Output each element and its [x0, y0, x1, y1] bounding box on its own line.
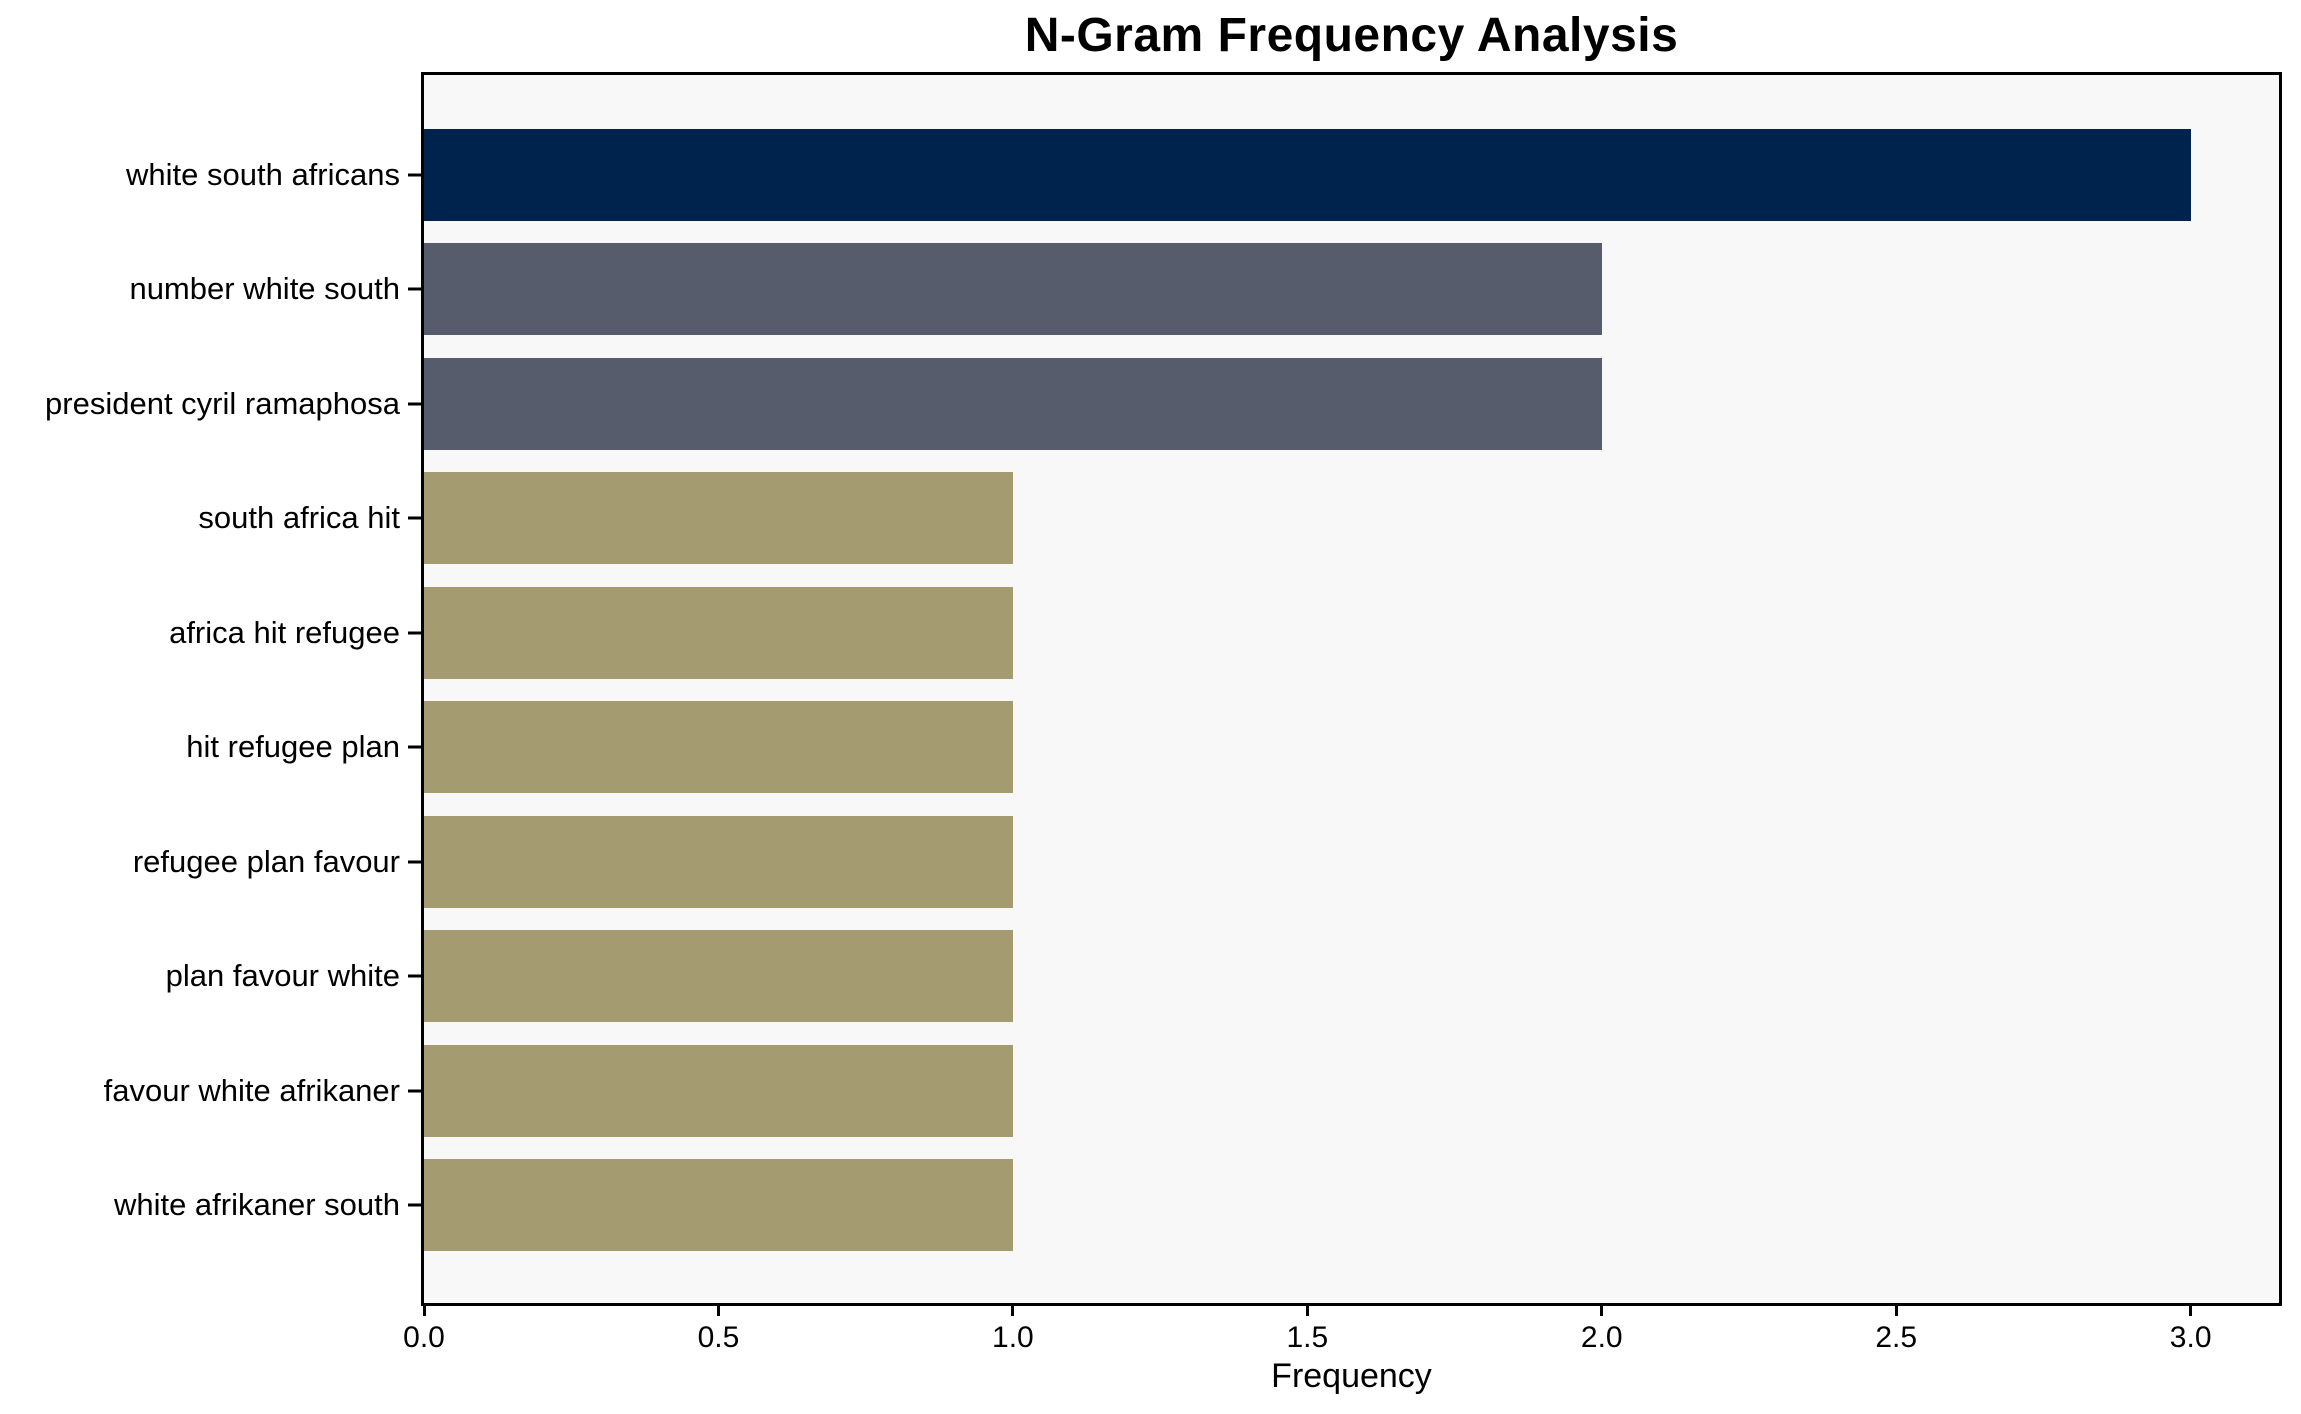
y-axis-tick: [408, 1089, 421, 1092]
y-tick-label: white south africans: [126, 157, 400, 192]
bar-row: plan favour white: [166, 930, 2279, 1023]
bars-container: white south africans number white south pr…: [45, 75, 2279, 1303]
plot-area: white south africans number white south pr…: [45, 72, 2282, 1353]
x-tick-label: 0.0: [403, 1321, 445, 1354]
x-tick-mark: [1600, 1303, 1604, 1316]
bar-row: refugee plan favour: [133, 815, 2279, 908]
y-tick-label: white afrikaner south: [113, 1186, 400, 1222]
y-tick-label: south africa hit: [198, 500, 400, 536]
x-tick-label: 0.5: [697, 1321, 740, 1354]
y-axis-tick: [408, 1203, 421, 1207]
x-axis-ticks: 0.0 0.5 1.0 1.5 2.0 2.5 3.0: [403, 72, 2279, 1353]
y-tick-label: number white south: [129, 271, 400, 307]
bar-row: president cyril ramaphosa: [45, 357, 2279, 450]
y-axis-tick: [408, 173, 421, 177]
x-tick-mark: [422, 1303, 426, 1316]
x-tick-mark: [2189, 1303, 2193, 1316]
y-axis-tick: [408, 860, 421, 864]
x-tick-label: 2.0: [1580, 1321, 1623, 1354]
chart-title: N-Gram Frequency Analysis: [1024, 9, 1679, 62]
y-axis-tick: [408, 516, 421, 520]
y-axis-tick: [408, 287, 421, 291]
y-tick-label: africa hit refugee: [169, 614, 400, 650]
x-tick-label: 1.5: [1286, 1321, 1329, 1354]
x-tick-mark: [1011, 1303, 1015, 1316]
bar-south-africa-hit: [424, 472, 1013, 565]
x-tick-label: 1.0: [992, 1321, 1034, 1354]
bar-refugee-plan-favour: [424, 815, 1013, 908]
bar-row: number white south: [129, 243, 2279, 336]
bar-number-white-south: [424, 243, 1602, 336]
x-tick-mark: [1305, 1303, 1309, 1316]
bar-plan-favour-white: [424, 930, 1013, 1023]
bar-white-afrikaner-south: [424, 1158, 1013, 1251]
bar-favour-white-afrikaner: [424, 1044, 1013, 1137]
x-axis-label: Frequency: [1271, 1357, 1432, 1395]
y-tick-label: plan favour white: [165, 958, 400, 994]
y-tick-label: hit refugee plan: [186, 729, 400, 765]
y-tick-label: favour white afrikaner: [103, 1072, 400, 1108]
bar-row: white south africans: [126, 129, 2279, 221]
bar-row: south africa hit: [198, 472, 2279, 565]
x-tick-label: 2.5: [1875, 1321, 1918, 1354]
bar-white-south-africans: [424, 129, 2191, 221]
y-axis-tick: [408, 745, 421, 749]
y-tick-label: refugee plan favour: [132, 843, 400, 879]
x-tick-mark: [716, 1303, 720, 1316]
x-tick-label: 3.0: [2169, 1321, 2212, 1354]
bar-row: favour white afrikaner: [104, 1044, 2279, 1137]
x-tick-mark: [1894, 1303, 1898, 1316]
bar-row: hit refugee plan: [186, 701, 2279, 794]
y-tick-label: president cyril ramaphosa: [45, 385, 400, 421]
bar-africa-hit-refugee: [424, 586, 1013, 679]
y-axis-tick: [408, 974, 421, 978]
bar-hit-refugee-plan: [424, 701, 1013, 794]
bar-row: white afrikaner south: [114, 1158, 2279, 1251]
y-axis-tick: [408, 631, 421, 635]
y-axis-tick: [408, 402, 421, 406]
bar-row: africa hit refugee: [169, 586, 2279, 679]
bar-president-cyril-ramaphosa: [424, 357, 1602, 450]
